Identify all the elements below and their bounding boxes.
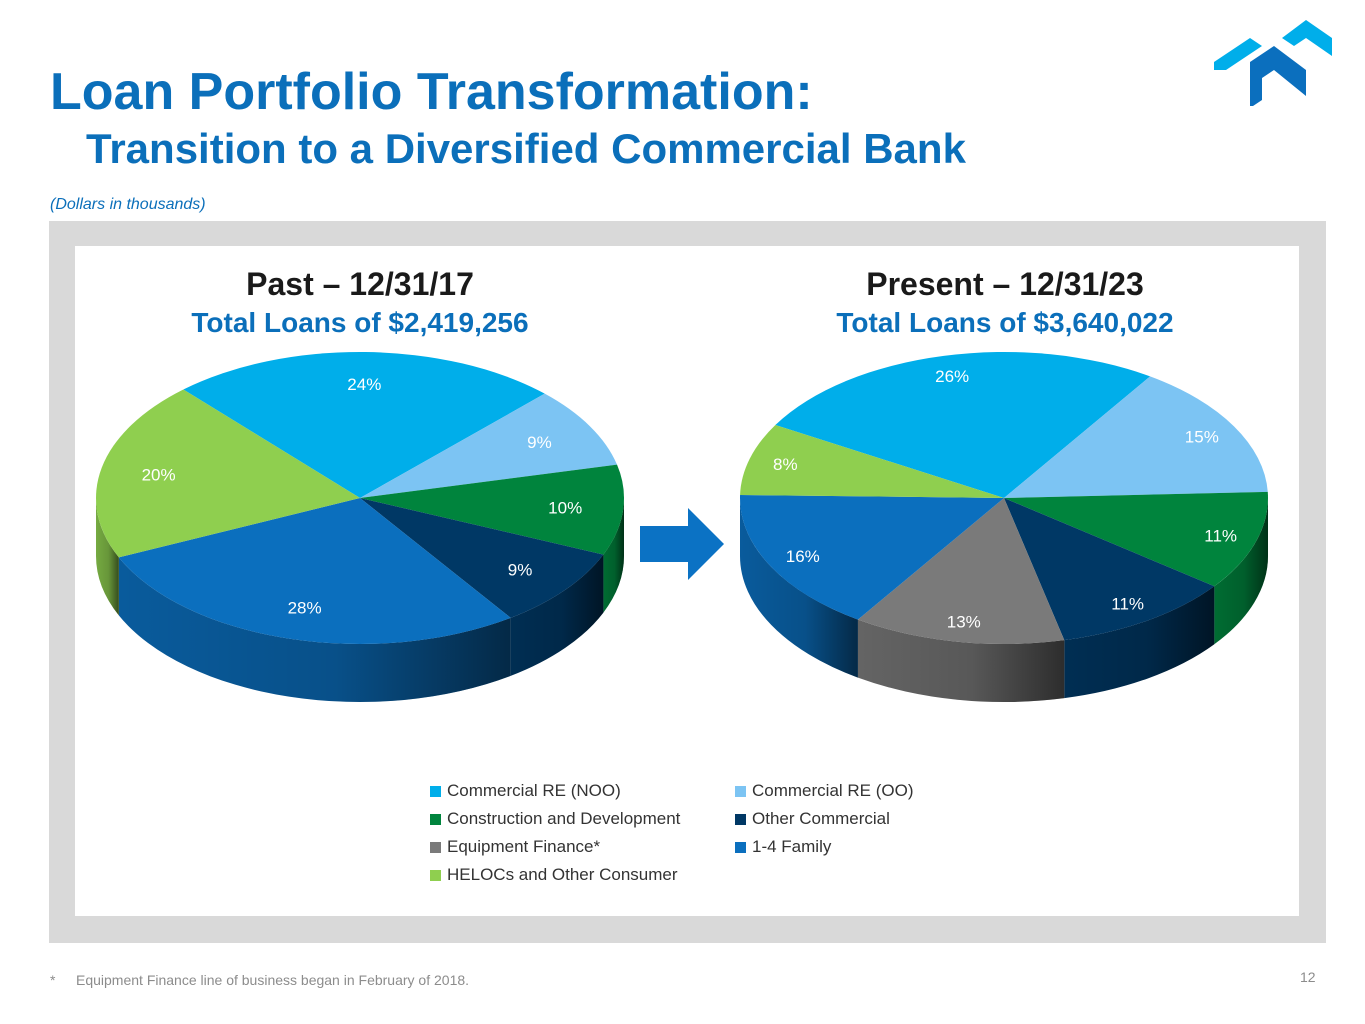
- legend-item-1-4-family: 1-4 Family: [735, 836, 990, 858]
- footnote-marker: *: [50, 972, 56, 988]
- pie-label-commercial-re-oo: 9%: [527, 433, 552, 452]
- page-number: 12: [1300, 969, 1316, 985]
- legend-item-equipment-finance: Equipment Finance*: [430, 836, 735, 858]
- page-subtitle: Transition to a Diversified Commercial B…: [86, 125, 966, 172]
- pie-side-shading: [603, 498, 624, 613]
- legend-swatch: [430, 869, 441, 881]
- legend-label: Commercial RE (NOO): [447, 781, 621, 800]
- footnote-text: Equipment Finance line of business began…: [76, 972, 470, 988]
- legend-label: Construction and Development: [447, 809, 681, 828]
- pie-label-other-commercial: 11%: [1111, 594, 1144, 613]
- legend-item-other-commercial: Other Commercial: [735, 808, 990, 830]
- pie-label-construction-and-development: 11%: [1204, 527, 1237, 546]
- pie-side-shading: [740, 498, 858, 678]
- units-note: (Dollars in thousands): [50, 196, 206, 213]
- pie-slice-commercial-re-oo: [1004, 376, 1268, 498]
- legend-item-construction-and-development: Construction and Development: [430, 808, 735, 830]
- chart-legend: Commercial RE (NOO) Commercial RE (OO) Con…: [430, 780, 990, 886]
- company-logo-icon: [1214, 20, 1332, 106]
- legend-label: HELOCs and Other Consumer: [447, 865, 678, 884]
- legend-label: Commercial RE (OO): [752, 781, 914, 800]
- pie-slice-commercial-re-noo: [775, 351, 1151, 498]
- transition-arrow-icon: [640, 508, 724, 580]
- pie-label-construction-and-development: 10%: [548, 499, 582, 518]
- legend-swatch: [735, 785, 746, 797]
- pie-side-shading: [96, 498, 119, 616]
- pie-label-1-4-family: 28%: [288, 599, 322, 618]
- pie-slice-helocs-and-other-consumer: [740, 425, 1004, 498]
- legend-swatch: [430, 785, 441, 797]
- pie-slice-commercial-re-oo: [360, 393, 618, 498]
- pie-side-shading: [857, 619, 1065, 702]
- page-title: Loan Portfolio Transformation:: [50, 63, 813, 121]
- legend-label: Other Commercial: [752, 809, 890, 828]
- past-chart-subtitle: Total Loans of $2,419,256: [191, 307, 528, 338]
- present-chart-title: Present – 12/31/23: [866, 266, 1144, 302]
- past-chart-title: Past – 12/31/17: [246, 266, 474, 302]
- legend-swatch: [735, 813, 746, 825]
- legend-label: 1-4 Family: [752, 837, 832, 856]
- footnote: * Equipment Finance line of business bega…: [50, 972, 469, 988]
- pie-label-1-4-family: 16%: [786, 547, 820, 566]
- pie-slice-other-commercial: [1004, 498, 1215, 641]
- legend-item-helocs-and-other-consumer: HELOCs and Other Consumer: [430, 864, 735, 886]
- pie-label-helocs-and-other-consumer: 8%: [773, 455, 798, 474]
- present-chart-subtitle: Total Loans of $3,640,022: [836, 307, 1173, 338]
- pie-slice-1-4-family: [740, 494, 1004, 620]
- pie-label-commercial-re-noo: 26%: [935, 367, 969, 386]
- pie-label-equipment-finance: 13%: [947, 613, 981, 632]
- pie-slice-commercial-re-noo: [183, 351, 545, 498]
- pie-side-shading: [1064, 586, 1215, 699]
- pie-side-shading: [510, 554, 604, 676]
- pie-label-helocs-and-other-consumer: 20%: [142, 465, 176, 484]
- pie-label-commercial-re-oo: 15%: [1185, 427, 1219, 446]
- legend-item-commercial-re-oo: Commercial RE (OO): [735, 780, 990, 802]
- legend-swatch: [430, 813, 441, 825]
- pie-slice-construction-and-development: [360, 464, 624, 555]
- pie-slice-construction-and-development: [1004, 491, 1268, 587]
- pie-slice-other-commercial: [360, 498, 604, 618]
- past-pie-chart: 24% 9% 10% 9% 28% 20%: [96, 351, 624, 703]
- present-pie-chart: 26% 15% 11% 11% 13% 16% 8%: [740, 351, 1268, 702]
- pie-slice-1-4-family: [118, 498, 511, 644]
- pie-side-shading: [1214, 498, 1268, 645]
- pie-slice-equipment-finance: [857, 498, 1065, 644]
- legend-item-commercial-re-noo: Commercial RE (NOO): [430, 780, 735, 802]
- legend-swatch: [430, 841, 441, 853]
- legend-label: Equipment Finance*: [447, 837, 601, 856]
- pie-slice-helocs-and-other-consumer: [96, 389, 361, 558]
- pie-side-shading: [118, 557, 511, 703]
- legend-swatch: [735, 841, 746, 853]
- pie-label-commercial-re-noo: 24%: [347, 375, 381, 394]
- pie-label-other-commercial: 9%: [508, 561, 533, 580]
